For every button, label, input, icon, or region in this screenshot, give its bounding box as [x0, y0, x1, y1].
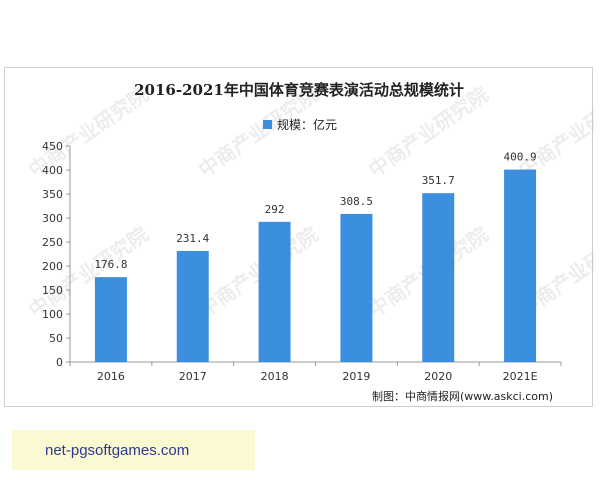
- footer-site-text: net-pgsoftgames.com: [45, 441, 190, 459]
- legend: 规模：亿元: [263, 117, 337, 132]
- bar: [504, 169, 537, 362]
- chart-source: 制图：中商情报网(www.askci.com): [372, 389, 553, 403]
- bar: [176, 250, 209, 362]
- watermark-text: 中商产业研究院: [194, 222, 322, 322]
- bar: [94, 277, 127, 362]
- data-label: 176.8: [94, 258, 127, 271]
- data-label: 308.5: [340, 195, 373, 208]
- y-tick-label: 300: [42, 212, 63, 225]
- data-label: 351.7: [422, 174, 455, 187]
- bar: [340, 213, 373, 362]
- bar: [258, 221, 291, 362]
- watermark-text: 中商产业研究院: [514, 82, 594, 182]
- plot-area: 0 50 100 150 200 250 300 350 400 450 176.8 2016 231.…: [42, 140, 562, 383]
- data-label: 400.9: [504, 151, 537, 164]
- chart-title: 2016-2021年中国体育竞赛表演活动总规模统计: [134, 81, 464, 99]
- y-tick-label: 100: [42, 308, 63, 321]
- footer-banner: net-pgsoftgames.com: [12, 430, 255, 470]
- x-tick-label: 2019: [342, 370, 370, 383]
- y-tick-label: 200: [42, 260, 63, 273]
- x-tick-label: 2020: [424, 370, 452, 383]
- y-tick-label: 400: [42, 164, 63, 177]
- y-tick-label: 50: [49, 332, 63, 345]
- legend-swatch: [263, 120, 272, 129]
- y-tick-label: 150: [42, 284, 63, 297]
- x-tick-label: 2018: [261, 370, 289, 383]
- bar: [422, 193, 455, 362]
- y-tick-label: 250: [42, 236, 63, 249]
- legend-label: 规模：亿元: [277, 117, 337, 132]
- y-tick-label: 350: [42, 188, 63, 201]
- y-tick-label: 0: [56, 356, 63, 369]
- data-label: 292: [265, 203, 285, 216]
- x-tick-label: 2021E: [503, 370, 538, 383]
- chart-frame: 中商产业研究院 中商产业研究院 中商产业研究院 中商产业研究院 中商产业研究院 中商产业研…: [4, 67, 594, 407]
- x-tick-label: 2017: [179, 370, 207, 383]
- x-tick-label: 2016: [97, 370, 125, 383]
- y-tick-label: 450: [42, 140, 63, 153]
- data-label: 231.4: [176, 232, 209, 245]
